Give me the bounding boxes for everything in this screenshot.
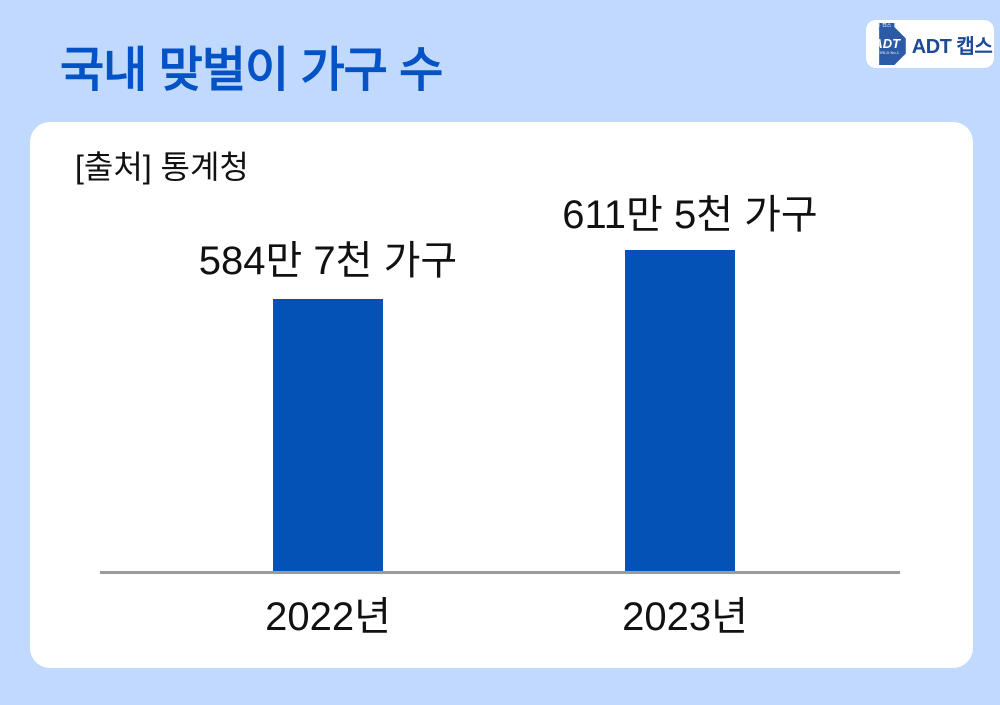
chart-source-label: [출처] 통계청 [75, 149, 249, 185]
logo-wordmark: ADT 캡스 [911, 35, 993, 58]
adt-octagon-badge-icon: 캡스 ADT WORLD No.1 [868, 22, 906, 66]
chart-card: [출처] 통계청 584만 7천 가구 611만 5천 가구 2022년 202… [30, 122, 973, 668]
logo-badge-world-text: WORLD No.1 [874, 49, 899, 55]
logo-badge-adt-text: ADT [873, 35, 901, 51]
x-axis-label-2022: 2022년 [265, 595, 391, 639]
bar-2022 [273, 299, 383, 571]
bar-2023 [625, 250, 735, 571]
x-axis-line [100, 571, 900, 574]
bar-value-label-2023: 611만 5천 가구 [562, 193, 818, 237]
adt-caps-logo: 캡스 ADT WORLD No.1 ADT 캡스 [866, 20, 994, 68]
x-axis-label-2023: 2023년 [622, 595, 748, 639]
logo-octagon-shape: ADT WORLD No.1 [873, 27, 906, 65]
bar-value-label-2022: 584만 7천 가구 [198, 239, 458, 283]
page-title: 국내 맞벌이 가구 수 [60, 44, 443, 97]
